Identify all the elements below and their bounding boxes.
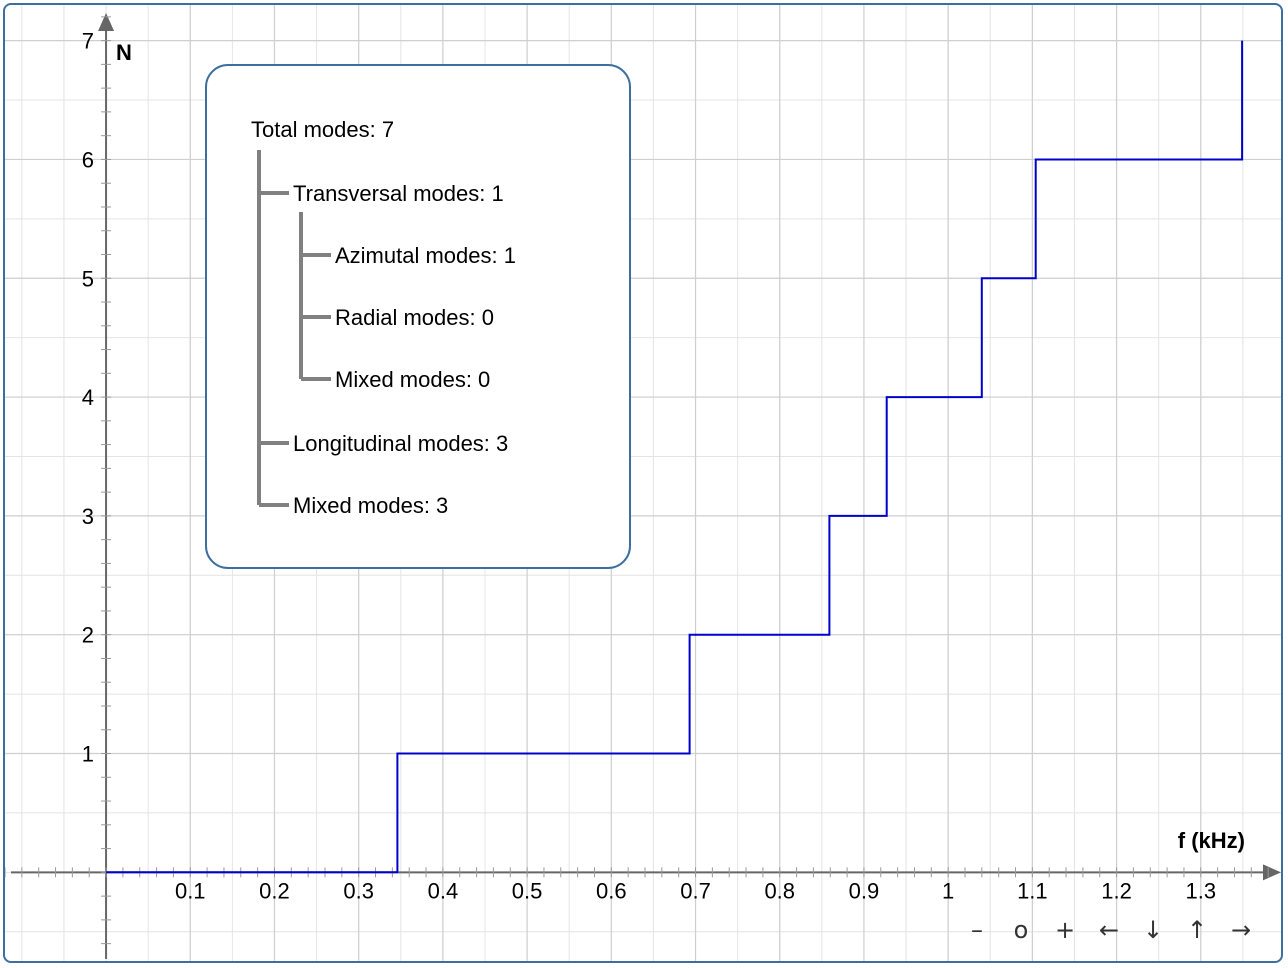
minor-grid [5,5,1281,961]
x-tick-label: 0.4 [428,878,459,903]
mode-count-step-line [106,40,1244,874]
axes [11,13,1281,959]
radial-modes-label: Radial modes: 0 [335,305,494,330]
tick-labels: 0.1 0.2 0.3 0.4 0.5 0.6 0.7 0.8 0.9 1 1.1 1.2 1.3 1 2 3… [82,29,1216,904]
x-tick-label: 0.1 [175,878,206,903]
x-tick-label: 0.7 [680,878,711,903]
x-tick-label: 0.6 [596,878,627,903]
y-tick-label: 3 [82,504,94,529]
x-axis-arrow [1263,864,1281,881]
y-axis-title: N [116,40,132,65]
chart-board[interactable]: 0.1 0.2 0.3 0.4 0.5 0.6 0.7 0.8 0.9 1 1.1 1.2 1.3 1 2 3… [3,3,1283,963]
major-grid [5,5,1281,961]
x-tick-label: 0.9 [849,878,880,903]
y-tick-label: 7 [82,29,94,54]
tree-connectors [257,150,331,507]
x-tick-label: 0.5 [512,878,543,903]
transversal-mixed-modes-label: Mixed modes: 0 [335,367,490,392]
x-tick-label: 1.1 [1017,878,1048,903]
transversal-modes-label: Transversal modes: 1 [293,181,504,206]
navigation-controls: – o + ← ↓ ↑ → [955,913,1263,947]
step-chart: 0.1 0.2 0.3 0.4 0.5 0.6 0.7 0.8 0.9 1 1.1 1.2 1.3 1 2 3… [5,5,1281,961]
mode-summary-box: Total modes: 7 Transversal modes: 1 Azim… [205,64,631,569]
azimutal-modes-label: Azimutal modes: 1 [335,243,516,268]
x-axis-title: f (kHz) [1178,828,1245,853]
total-modes-label: Total modes: 7 [251,117,394,142]
x-tick-label: 1.3 [1185,878,1216,903]
pan-left-button[interactable]: ← [1087,913,1131,947]
x-tick-label: 0.2 [259,878,290,903]
y-tick-label: 6 [82,147,94,172]
zoom-in-button[interactable]: + [1043,913,1087,947]
pan-up-button[interactable]: ↑ [1175,913,1219,947]
x-tick-label: 0.3 [343,878,374,903]
y-tick-label: 5 [82,266,94,291]
y-tick-label: 1 [82,742,94,767]
mode-summary-frame [205,64,631,569]
pan-down-button[interactable]: ↓ [1131,913,1175,947]
mixed-modes-label: Mixed modes: 3 [293,493,448,518]
y-tick-label: 4 [82,385,94,410]
axis-ticks [5,16,1269,945]
series-layer [106,40,1244,874]
reset-view-button[interactable]: o [999,913,1043,947]
pan-right-button[interactable]: → [1219,913,1263,947]
y-axis-arrow [98,13,115,31]
x-tick-label: 0.8 [764,878,795,903]
zoom-out-button[interactable]: – [955,913,999,947]
x-tick-label: 1.2 [1101,878,1132,903]
y-tick-label: 2 [82,623,94,648]
longitudinal-modes-label: Longitudinal modes: 3 [293,431,508,456]
x-tick-label: 1 [942,878,954,903]
